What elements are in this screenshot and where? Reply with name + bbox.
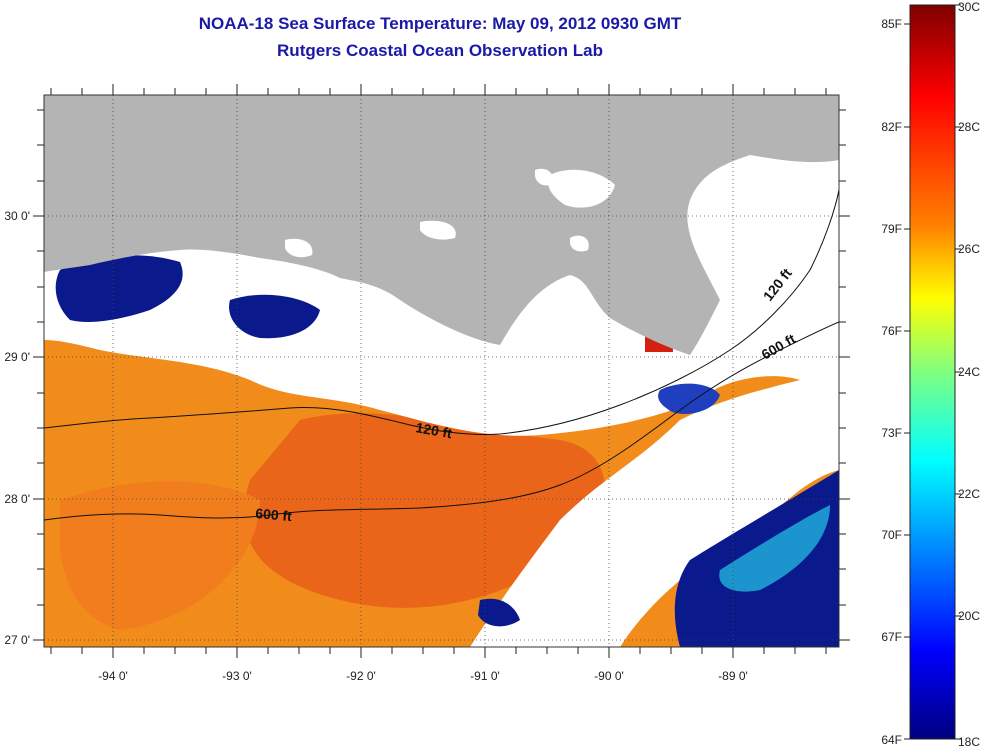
colorbar-c-label: 20C	[958, 609, 980, 623]
lon-tick-label: -92 0'	[346, 669, 376, 683]
contour-label-600ft-west: 600 ft	[255, 505, 293, 524]
colorbar-c-label: 28C	[958, 120, 980, 134]
lake-small	[535, 168, 553, 186]
map-frame	[43, 94, 840, 648]
colorbar-c-label: 24C	[958, 365, 980, 379]
lat-tick-label: 28 0'	[4, 492, 30, 506]
colorbar-c-label: 30C	[958, 0, 980, 14]
cold-patch-south	[478, 598, 520, 627]
colorbar-c-label: 22C	[958, 487, 980, 501]
colorbar-f-label: 79F	[881, 222, 902, 236]
lat-tick-label: 30 0'	[4, 209, 30, 223]
lat-tick-label: 27 0'	[4, 633, 30, 647]
colorbar-c-label: 18C	[958, 735, 980, 749]
colorbar-f-label: 82F	[881, 120, 902, 134]
lon-tick-label: -89 0'	[718, 669, 748, 683]
contour-120ft	[44, 189, 839, 436]
cold-patch-central	[229, 294, 320, 339]
colorbar	[909, 4, 956, 740]
colorbar-f-label: 85F	[881, 17, 902, 31]
lake-pontchartrain	[548, 169, 615, 208]
contour-600ft	[44, 321, 839, 521]
colorbar-ticks	[904, 4, 961, 740]
cool-band-southeast	[719, 505, 830, 592]
lon-tick-label: -90 0'	[594, 669, 624, 683]
lake-central	[420, 220, 456, 240]
lon-tick-label: -91 0'	[470, 669, 500, 683]
colorbar-f-label: 73F	[881, 426, 902, 440]
lake-maurepas	[570, 235, 589, 252]
contour-label-120ft-west: 120 ft	[414, 419, 453, 441]
map-title: NOAA-18 Sea Surface Temperature: May 09,…	[198, 14, 682, 33]
colorbar-c-label: 26C	[958, 242, 980, 256]
cold-patch-west	[55, 255, 183, 322]
map-subtitle: Rutgers Coastal Ocean Observation Lab	[277, 41, 603, 60]
colorbar-f-label: 64F	[881, 733, 902, 747]
lon-tick-label: -93 0'	[222, 669, 252, 683]
colorbar-f-label: 70F	[881, 528, 902, 542]
axis-ticks	[33, 84, 850, 658]
cold-patch-delta	[658, 383, 720, 415]
lon-tick-label: -94 0'	[98, 669, 128, 683]
graticule	[44, 95, 839, 647]
colorbar-f-label: 76F	[881, 324, 902, 338]
depth-contours	[44, 189, 839, 521]
colorbar-f-label: 67F	[881, 630, 902, 644]
lake-calcasieu	[285, 238, 313, 258]
lat-tick-label: 29 0'	[4, 350, 30, 364]
